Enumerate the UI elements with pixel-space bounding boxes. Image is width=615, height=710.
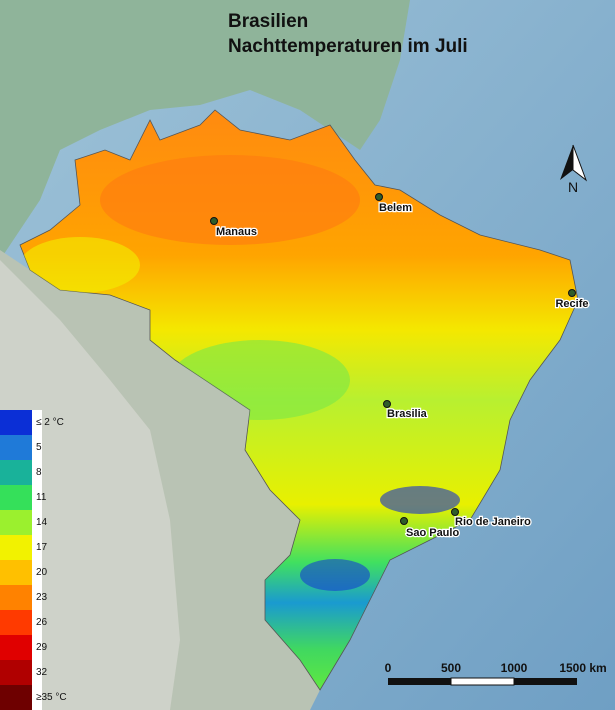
arrow-half: [572, 144, 588, 182]
legend-swatch: [0, 485, 32, 510]
city-marker: [210, 217, 218, 225]
north-label: N: [568, 179, 578, 195]
legend-label: 14: [36, 517, 48, 528]
legend-swatch: [0, 635, 32, 660]
city-label: Recife: [555, 298, 588, 310]
title: Brasilien: [228, 11, 308, 32]
scale-bar: 0 500 1000 1500 km: [385, 661, 607, 686]
legend-swatch: [0, 610, 32, 635]
arrow-half: [560, 145, 573, 180]
legend-label: 17: [36, 542, 48, 553]
legend-swatch: [0, 460, 32, 485]
cold-zone: [300, 559, 370, 591]
subtitle: Nachttemperaturen im Juli: [228, 36, 468, 57]
legend-swatch: [0, 560, 32, 585]
scale-label: 1000: [501, 661, 528, 675]
legend-swatch: [0, 410, 32, 435]
city-marker: [451, 508, 459, 516]
legend-swatch: [0, 435, 32, 460]
scale-label: 1500 km: [559, 661, 606, 675]
scale-label: 0: [385, 661, 392, 675]
mild-zone: [20, 237, 140, 293]
city-marker: [383, 400, 391, 408]
legend-swatch: [0, 510, 32, 535]
legend-label: 20: [36, 567, 48, 578]
city-label: Belem: [379, 202, 412, 214]
legend-swatch: [0, 535, 32, 560]
north-arrow: N: [560, 144, 588, 195]
city-label: Manaus: [216, 226, 257, 238]
legend-swatch: [0, 660, 32, 685]
legend-swatch: [0, 685, 32, 710]
andes: [0, 260, 180, 710]
cold-zone: [380, 486, 460, 514]
legend-label: ≥35 °C: [36, 692, 67, 703]
hot-zone: [100, 155, 360, 245]
city-marker: [568, 289, 576, 297]
scale-segment: [450, 677, 515, 686]
city-marker: [400, 517, 408, 525]
legend-label: 29: [36, 642, 48, 653]
legend-label: 5: [36, 442, 42, 453]
scale-segment: [388, 678, 451, 685]
legend-swatch: [0, 585, 32, 610]
legend-label: 26: [36, 617, 48, 628]
legend: ≤ 2 °C 5 8 11 14 17 20 23 26 29 32 ≥35 °C: [0, 410, 67, 710]
legend-label: 23: [36, 592, 48, 603]
city-label: Brasilia: [387, 408, 428, 420]
city-marker: [375, 193, 383, 201]
legend-label: 32: [36, 667, 48, 678]
land-north: [0, 0, 410, 260]
city-label: Sao Paulo: [406, 527, 459, 539]
legend-label: 11: [36, 492, 47, 503]
scale-label: 500: [441, 661, 461, 675]
scale-segment: [514, 678, 577, 685]
city-label: Rio de Janeiro: [455, 516, 531, 528]
legend-label: 8: [36, 467, 42, 478]
legend-label: ≤ 2 °C: [36, 417, 64, 428]
